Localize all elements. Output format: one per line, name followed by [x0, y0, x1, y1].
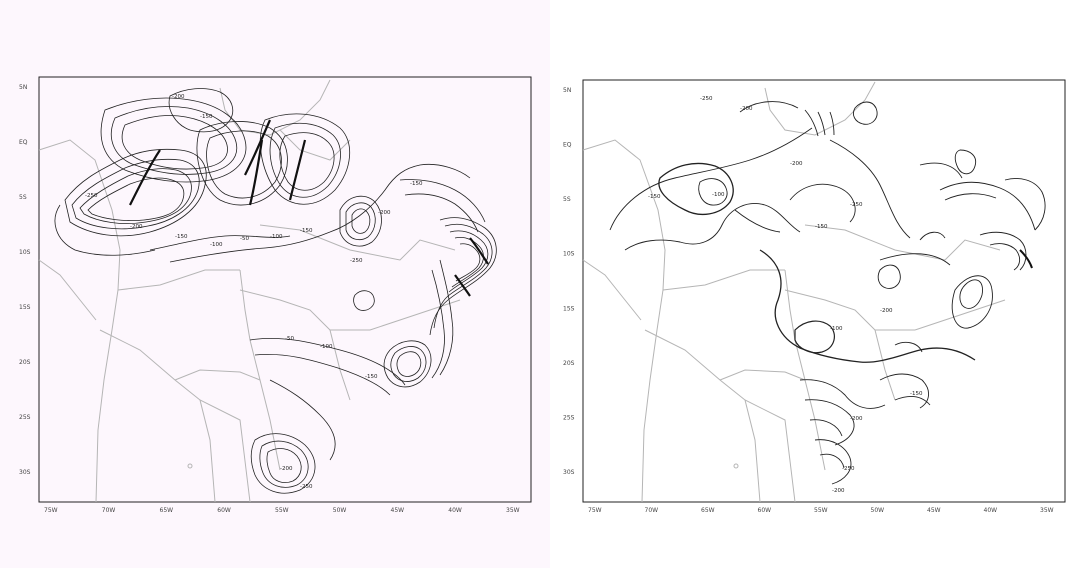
map-panel-right: 5N EQ 5S 10S 15S 20S 25S 30S 75W 70W 65W 60W 55W 50W…: [550, 0, 1072, 568]
contour-label: -150: [175, 234, 188, 240]
contour-label: -150: [410, 181, 423, 187]
contour-label: -250: [350, 258, 363, 264]
contour-label: -50: [285, 336, 294, 342]
lon-tick-label: 40W: [448, 507, 462, 514]
lon-tick-labels: 75W 70W 65W 60W 55W 50W 45W 40W 35W: [44, 507, 520, 514]
map-left-svg: 5N EQ 5S 10S 15S 20S 25S 30S 75W 70W 65W 60W 55W 50W…: [19, 76, 532, 514]
map-right-svg: 5N EQ 5S 10S 15S 20S 25S 30S 75W 70W 65W 60W 55W 50W…: [563, 79, 1066, 514]
lon-tick-label: 70W: [102, 507, 116, 514]
contour-label: -200: [880, 308, 893, 314]
lon-tick-label: 65W: [701, 507, 715, 514]
contour-label: -150: [300, 228, 313, 234]
contour-label: -150: [365, 374, 378, 380]
lat-tick-label: 25S: [19, 414, 31, 421]
contour-lines: [609, 101, 1046, 485]
lon-tick-label: 65W: [160, 507, 174, 514]
contour-label: -200: [280, 466, 293, 472]
lat-tick-label: 5S: [563, 196, 571, 203]
lon-tick-label: 60W: [758, 507, 772, 514]
contour-labels: -250 -200 -150 -100 -200 -250 -150 -200 -100 -150…: [648, 96, 923, 494]
contour-label: -150: [648, 194, 661, 200]
contour-label: -150: [910, 391, 923, 397]
heavy-contours: [1019, 249, 1033, 269]
contour-label: -100: [210, 242, 223, 248]
contour-label: -250: [842, 466, 855, 472]
lat-tick-labels: 5N EQ 5S 10S 15S 20S 25S 30S: [563, 87, 575, 476]
contour-label: -50: [240, 236, 249, 242]
lon-tick-label: 35W: [1040, 507, 1054, 514]
lat-tick-labels: 5N EQ 5S 10S 15S 20S 25S 30S: [19, 84, 31, 476]
lon-tick-label: 75W: [588, 507, 602, 514]
contour-label: -200: [850, 416, 863, 422]
lon-tick-label: 55W: [275, 507, 289, 514]
contour-label: -200: [790, 161, 803, 167]
lon-tick-label: 60W: [217, 507, 231, 514]
contour-lines: [54, 88, 497, 494]
lat-tick-label: 20S: [563, 360, 575, 367]
contour-label: -200: [378, 210, 391, 216]
contour-labels: -200 -150 -250 -200 -150 -100 -50 -100 -150 -250 -…: [85, 94, 423, 490]
lat-tick-label: 5N: [19, 84, 27, 91]
lat-tick-label: 10S: [563, 251, 575, 258]
contour-label: -250: [850, 202, 863, 208]
lon-tick-label: 50W: [333, 507, 347, 514]
contour-label: -200: [130, 224, 143, 230]
country-borders: [582, 81, 1006, 503]
lat-tick-label: 20S: [19, 359, 31, 366]
contour-label: -200: [740, 106, 753, 112]
map-panel-left: 5N EQ 5S 10S 15S 20S 25S 30S 75W 70W 65W 60W 55W 50W…: [19, 76, 532, 514]
heavy-contours: [129, 119, 489, 297]
country-borders: [38, 79, 461, 503]
contour-label: -100: [830, 326, 843, 332]
lon-tick-label: 40W: [984, 507, 998, 514]
lat-tick-label: 15S: [19, 304, 31, 311]
contour-label: -250: [700, 96, 713, 102]
lat-tick-label: 10S: [19, 249, 31, 256]
lon-tick-label: 45W: [391, 507, 405, 514]
lon-tick-label: 50W: [871, 507, 885, 514]
contour-label: -200: [832, 488, 845, 494]
contour-label: -200: [172, 94, 185, 100]
map-frame: [38, 76, 532, 503]
contour-label: -150: [200, 114, 213, 120]
lat-tick-label: 15S: [563, 305, 575, 312]
lat-tick-label: EQ: [19, 139, 28, 146]
lon-tick-label: 75W: [44, 507, 58, 514]
contour-label: -100: [712, 192, 725, 198]
lon-tick-label: 45W: [927, 507, 941, 514]
map-frame: [582, 79, 1066, 503]
lat-tick-label: 25S: [563, 414, 575, 421]
lat-tick-label: 30S: [563, 469, 575, 476]
contour-label: -150: [815, 224, 828, 230]
lon-tick-label: 70W: [645, 507, 659, 514]
lon-tick-labels: 75W 70W 65W 60W 55W 50W 45W 40W 35W: [588, 507, 1054, 514]
contour-label: -100: [270, 234, 283, 240]
lat-tick-label: EQ: [563, 142, 572, 149]
lon-tick-label: 35W: [506, 507, 520, 514]
contour-label: -250: [85, 193, 98, 199]
lat-tick-label: 30S: [19, 469, 31, 476]
lat-tick-label: 5N: [563, 87, 571, 94]
lon-tick-label: 55W: [814, 507, 828, 514]
contour-label: -250: [300, 484, 313, 490]
contour-label: -100: [320, 344, 333, 350]
lat-tick-label: 5S: [19, 194, 27, 201]
